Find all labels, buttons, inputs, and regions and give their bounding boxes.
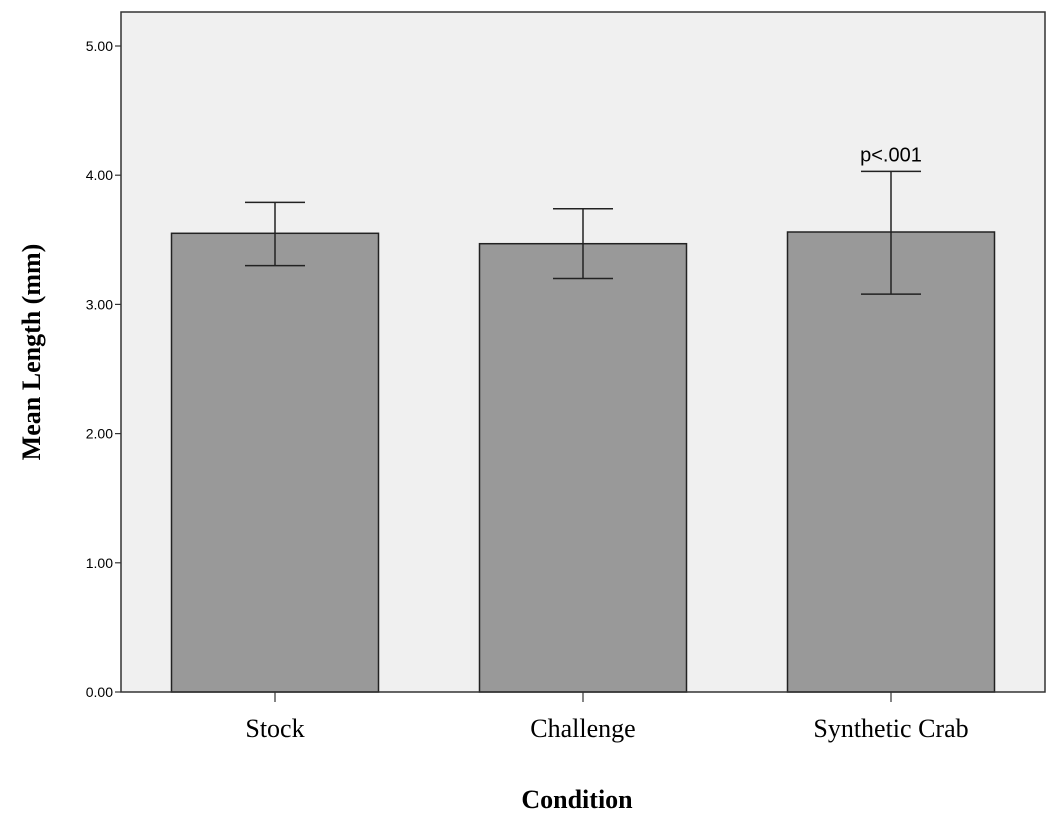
- bars-layer: [170, 231, 996, 693]
- annotation-label: p<.001: [860, 144, 922, 166]
- bar-stock: [170, 232, 380, 693]
- axes-layer: Stock Challenge Synthetic Crab p<.001 0.00 1.…: [86, 11, 1046, 743]
- y-tick-label: 3.00: [86, 296, 113, 312]
- error-bar: [861, 170, 921, 295]
- x-tick-label: Challenge: [530, 714, 635, 743]
- y-tick-label: 4.00: [86, 167, 113, 183]
- x-axis-title: Condition: [521, 785, 633, 814]
- y-tick-label: 5.00: [86, 38, 113, 54]
- y-tick-label: 2.00: [86, 426, 113, 442]
- y-tick-label: 0.00: [86, 684, 113, 700]
- error-bars-layer: [245, 170, 921, 295]
- error-bar: [245, 201, 305, 267]
- y-tick-label: 1.00: [86, 555, 113, 571]
- x-tick-label: Synthetic Crab: [813, 714, 968, 743]
- bar-synthetic-crab: [786, 231, 996, 693]
- error-bar: [553, 208, 613, 280]
- x-tick-label: Stock: [245, 714, 304, 743]
- bar-challenge: [478, 242, 688, 693]
- y-axis-title: Mean Length (mm): [17, 244, 46, 461]
- plot-frame: [120, 11, 1046, 693]
